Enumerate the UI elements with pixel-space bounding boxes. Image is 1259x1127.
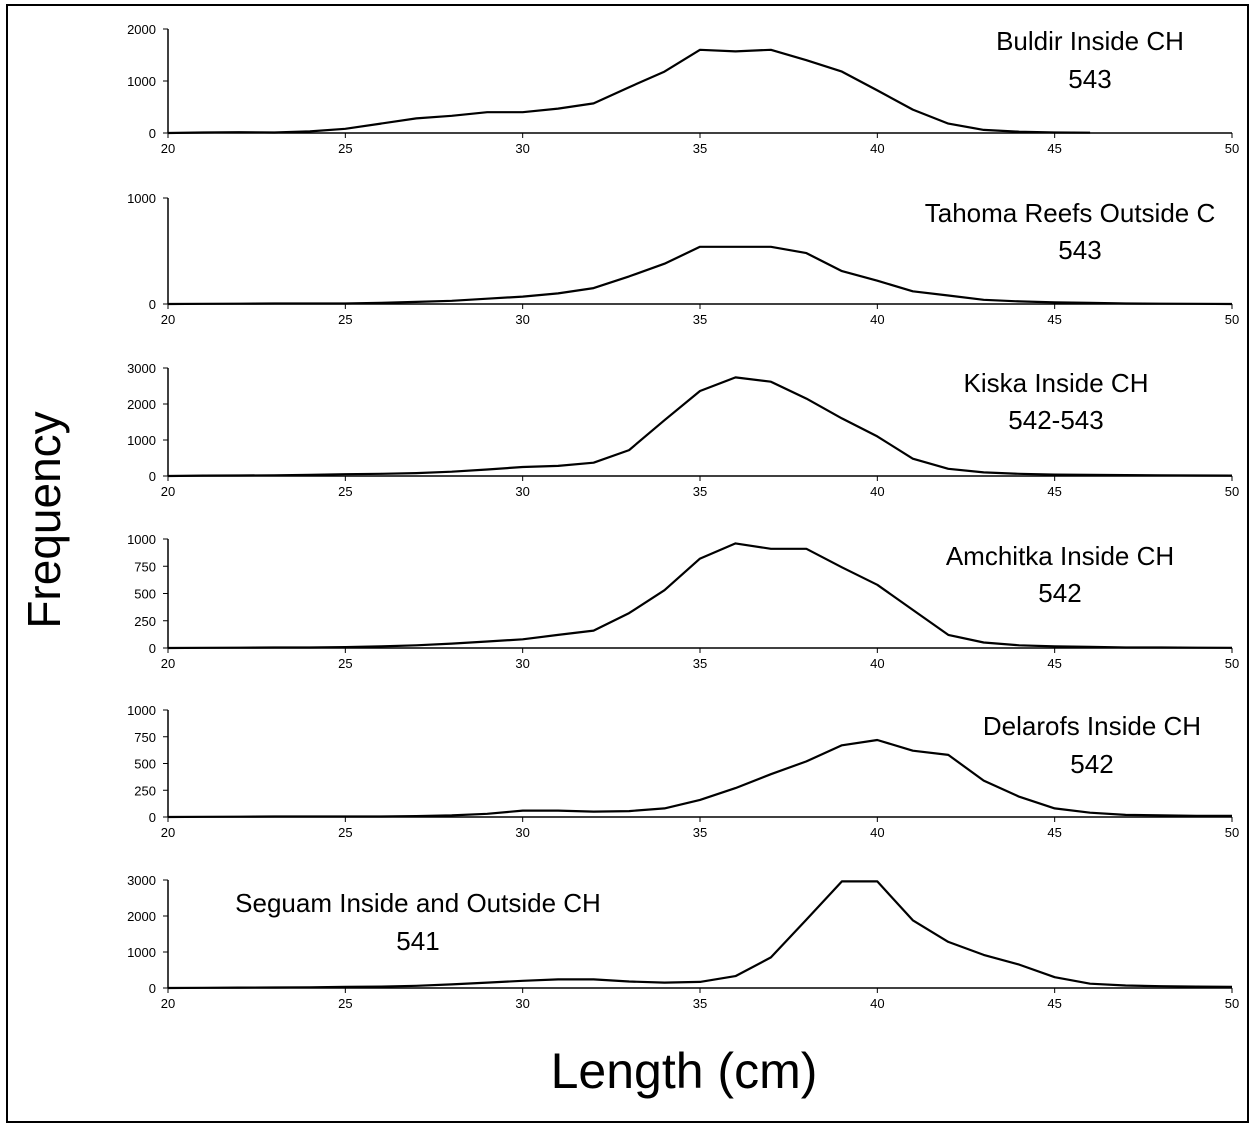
- chart-subtitle: 541: [396, 926, 439, 956]
- x-tick-label: 20: [161, 484, 175, 499]
- x-tick-label: 50: [1225, 484, 1239, 499]
- x-tick-label: 20: [161, 141, 175, 156]
- y-tick-label: 500: [134, 587, 156, 602]
- x-tick-label: 35: [693, 484, 707, 499]
- x-tick-label: 50: [1225, 656, 1239, 671]
- chart-panel-3: 0 1000 2000 3000 20 25 30 35 40 45 50 Kiska Inside …: [127, 361, 1239, 499]
- y-tick-label: 0: [149, 297, 156, 312]
- chart-title: Delarofs Inside CH: [983, 711, 1201, 741]
- x-tick-label: 45: [1047, 312, 1061, 327]
- x-tick-label: 40: [870, 312, 884, 327]
- x-tick-label: 40: [870, 825, 884, 840]
- chart-title: Tahoma Reefs Outside C: [925, 198, 1215, 228]
- x-tick-label: 20: [161, 312, 175, 327]
- y-tick-label: 2000: [127, 909, 156, 924]
- x-tick-label: 50: [1225, 996, 1239, 1011]
- x-tick-label: 35: [693, 825, 707, 840]
- chart-panel-2: 0 1000 20 25 30 35 40 45 50 Tahoma Reefs Outside …: [127, 191, 1239, 327]
- x-tick-label: 40: [870, 656, 884, 671]
- chart-panel-1: 0 1000 2000 20 25 30 35 40 45 50 Buldir Inside CH 5…: [127, 22, 1239, 156]
- x-tick-label: 45: [1047, 996, 1061, 1011]
- chart-title: Seguam Inside and Outside CH: [235, 888, 601, 918]
- x-tick-label: 20: [161, 825, 175, 840]
- y-tick-label: 0: [149, 126, 156, 141]
- y-tick-label: 1000: [127, 532, 156, 547]
- y-tick-label: 0: [149, 641, 156, 656]
- y-tick-label: 1000: [127, 703, 156, 718]
- x-tick-label: 25: [338, 484, 352, 499]
- x-tick-label: 40: [870, 996, 884, 1011]
- x-tick-label: 20: [161, 656, 175, 671]
- x-tick-label: 30: [515, 825, 529, 840]
- y-tick-label: 0: [149, 810, 156, 825]
- y-tick-label: 750: [134, 730, 156, 745]
- y-tick-label: 1000: [127, 74, 156, 89]
- chart-title: Buldir Inside CH: [996, 26, 1184, 56]
- y-tick-label: 2000: [127, 397, 156, 412]
- chart-panel-6: 0 1000 2000 3000 20 25 30 35 40 45 50 Seguam Inside…: [127, 873, 1239, 1011]
- chart-subtitle: 542: [1070, 749, 1113, 779]
- x-tick-label: 45: [1047, 141, 1061, 156]
- x-tick-label: 25: [338, 656, 352, 671]
- x-tick-label: 25: [338, 312, 352, 327]
- chart-title: Kiska Inside CH: [964, 368, 1149, 398]
- x-tick-label: 50: [1225, 825, 1239, 840]
- y-tick-label: 1000: [127, 191, 156, 206]
- x-tick-label: 35: [693, 141, 707, 156]
- x-tick-label: 30: [515, 312, 529, 327]
- chart-panel-4: 0 250 500 750 1000 20 25 30 35 40 45 50 Amchitka Ins…: [127, 532, 1239, 671]
- x-tick-label: 45: [1047, 825, 1061, 840]
- x-tick-label: 45: [1047, 484, 1061, 499]
- y-tick-label: 750: [134, 559, 156, 574]
- x-tick-label: 30: [515, 656, 529, 671]
- x-tick-label: 25: [338, 141, 352, 156]
- chart-subtitle: 542-543: [1008, 405, 1103, 435]
- y-tick-label: 3000: [127, 873, 156, 888]
- y-tick-label: 250: [134, 783, 156, 798]
- x-tick-label: 30: [515, 141, 529, 156]
- y-tick-label: 500: [134, 757, 156, 772]
- x-tick-label: 50: [1225, 312, 1239, 327]
- y-tick-label: 0: [149, 469, 156, 484]
- y-tick-label: 3000: [127, 361, 156, 376]
- x-tick-label: 40: [870, 484, 884, 499]
- chart-title: Amchitka Inside CH: [946, 541, 1174, 571]
- x-tick-label: 30: [515, 484, 529, 499]
- x-tick-label: 30: [515, 996, 529, 1011]
- x-tick-label: 50: [1225, 141, 1239, 156]
- chart-subtitle: 543: [1068, 64, 1111, 94]
- x-tick-label: 35: [693, 656, 707, 671]
- y-tick-label: 0: [149, 981, 156, 996]
- x-tick-label: 35: [693, 312, 707, 327]
- x-tick-label: 35: [693, 996, 707, 1011]
- x-tick-label: 25: [338, 996, 352, 1011]
- x-tick-label: 45: [1047, 656, 1061, 671]
- chart-panel-5: 0 250 500 750 1000 20 25 30 35 40 45 50 Delarofs Ins…: [127, 703, 1239, 840]
- chart-subtitle: 543: [1058, 235, 1101, 265]
- y-tick-label: 1000: [127, 945, 156, 960]
- y-tick-label: 250: [134, 614, 156, 629]
- x-tick-label: 25: [338, 825, 352, 840]
- x-tick-label: 40: [870, 141, 884, 156]
- series-line: [168, 50, 1090, 133]
- y-tick-label: 2000: [127, 22, 156, 37]
- y-tick-label: 1000: [127, 433, 156, 448]
- chart-subtitle: 542: [1038, 578, 1081, 608]
- x-tick-label: 20: [161, 996, 175, 1011]
